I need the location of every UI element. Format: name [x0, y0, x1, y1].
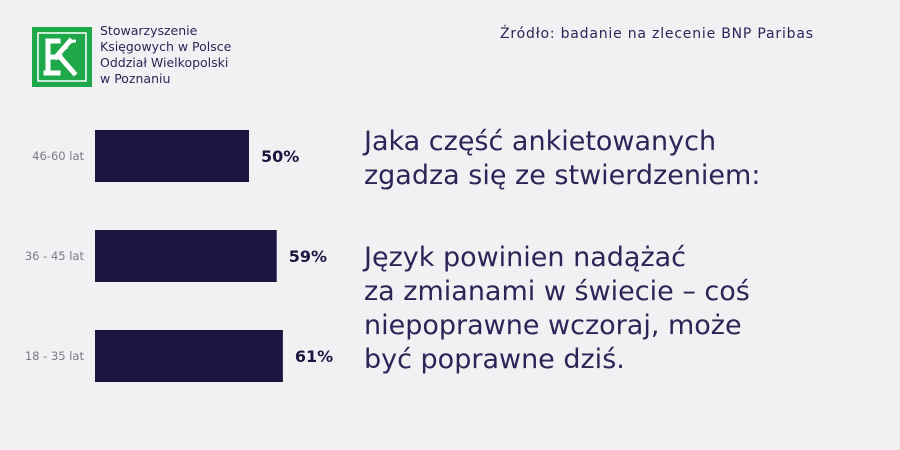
value-label: 61% — [295, 347, 333, 366]
value-label: 59% — [289, 247, 327, 266]
org-line: Księgowych w Polsce — [100, 39, 232, 54]
statement-line: za zmianami w świecie – coś — [364, 276, 750, 307]
statement-text: Język powinien nadążać za zmianami w świ… — [364, 241, 750, 377]
bar — [95, 130, 249, 182]
bar — [95, 330, 283, 382]
logo-icon: SK — [32, 27, 92, 87]
bar-chart: 46-60 lat 50% 36 - 45 lat 59% 18 - 35 lat 61% — [25, 130, 333, 382]
value-label: 50% — [261, 147, 299, 166]
statement-line: Język powinien nadążać — [364, 242, 687, 273]
category-label: 46-60 lat — [32, 149, 84, 163]
org-line: w Poznaniu — [100, 71, 171, 86]
question-text: Jaka część ankietowanych zgadza się ze s… — [364, 125, 760, 193]
category-label: 18 - 35 lat — [25, 349, 85, 363]
question-line: Jaka część ankietowanych — [364, 126, 717, 157]
organization-name: Stowarzyszenie Księgowych w Polsce Oddzi… — [100, 23, 231, 87]
category-label: 36 - 45 lat — [25, 249, 85, 263]
org-line: Stowarzyszenie — [100, 23, 198, 38]
org-line: Oddział Wielkopolski — [100, 55, 229, 70]
question-line: zgadza się ze stwierdzeniem: — [364, 160, 761, 191]
bar — [95, 230, 277, 282]
statement-line: niepoprawne wczoraj, może — [364, 310, 742, 341]
statement-line: być poprawne dziś. — [364, 344, 625, 375]
source-note: Źródło: badanie na zlecenie BNP Paribas — [500, 26, 814, 42]
